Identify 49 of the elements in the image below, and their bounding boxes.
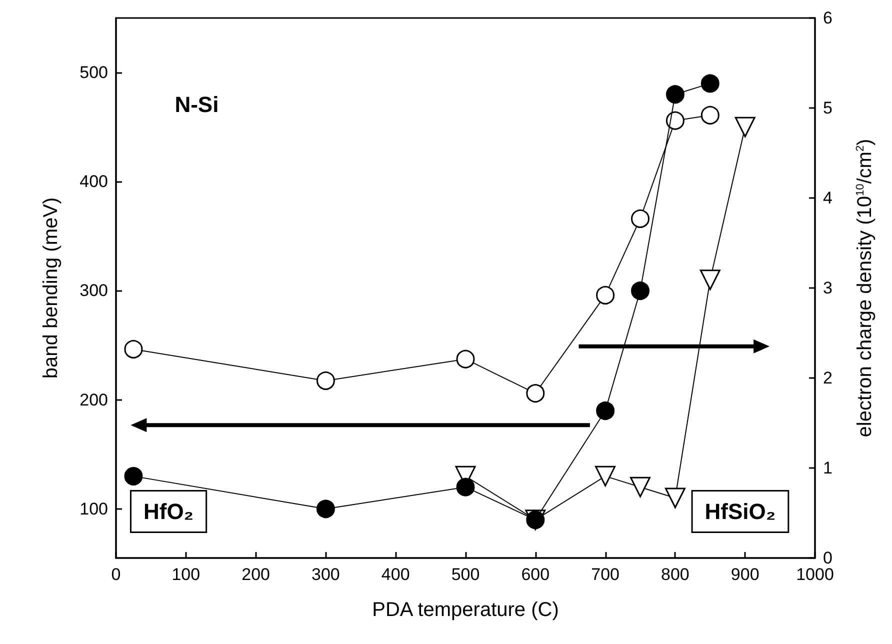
x-tick-label: 900 <box>730 565 760 584</box>
y2-tick-label: 5 <box>823 98 832 118</box>
y2-tick-label: 4 <box>823 188 832 208</box>
y-tick-label: 200 <box>80 390 108 410</box>
x-tick-label: 300 <box>312 565 340 584</box>
point <box>664 488 686 508</box>
x-tick-label: 100 <box>172 565 200 584</box>
y-tick-label: 300 <box>80 281 108 300</box>
x-tick-label: 200 <box>242 565 270 584</box>
y-axis-title: band bending (meV) <box>40 197 62 379</box>
point <box>734 116 756 138</box>
annotation: HfSiO₂ <box>704 498 776 524</box>
point <box>631 209 650 228</box>
point <box>316 371 335 390</box>
x-tick-label: 600 <box>521 565 550 584</box>
y2-tick-label: 3 <box>823 278 832 298</box>
point <box>596 401 615 420</box>
y-tick-label: 100 <box>80 499 108 518</box>
x-tick-label: 700 <box>591 565 620 584</box>
y2-tick-label: 0 <box>823 548 832 568</box>
annotation: N-Si <box>174 92 219 117</box>
y2-tick-label: 6 <box>823 8 832 28</box>
point <box>666 85 684 104</box>
point <box>700 270 720 290</box>
point <box>526 384 545 403</box>
y2-tick-label: 2 <box>823 368 832 388</box>
x-tick-label: 800 <box>661 565 690 584</box>
point <box>666 111 684 130</box>
point <box>316 500 335 518</box>
point <box>456 350 475 368</box>
point <box>124 340 143 358</box>
point <box>700 74 720 93</box>
x-tick-label: 500 <box>451 565 480 584</box>
y2-tick-label: 1 <box>823 458 832 478</box>
x-tick-label: 0 <box>111 565 121 584</box>
annotation: HfO₂ <box>143 498 194 524</box>
point <box>595 466 616 486</box>
x-axis-title: PDA temperature (C) <box>372 599 559 621</box>
point <box>596 286 615 304</box>
point <box>630 476 650 498</box>
y-tick-label: 400 <box>80 172 108 192</box>
point <box>124 466 143 486</box>
point <box>631 281 650 300</box>
y2-axis-title: electron charge density (1010/cm2) <box>854 138 876 438</box>
x-tick-label: 1000 <box>796 565 834 584</box>
y-tick-label: 500 <box>80 63 108 82</box>
point <box>700 106 720 124</box>
point <box>456 478 475 496</box>
x-tick-label: 400 <box>381 565 410 584</box>
